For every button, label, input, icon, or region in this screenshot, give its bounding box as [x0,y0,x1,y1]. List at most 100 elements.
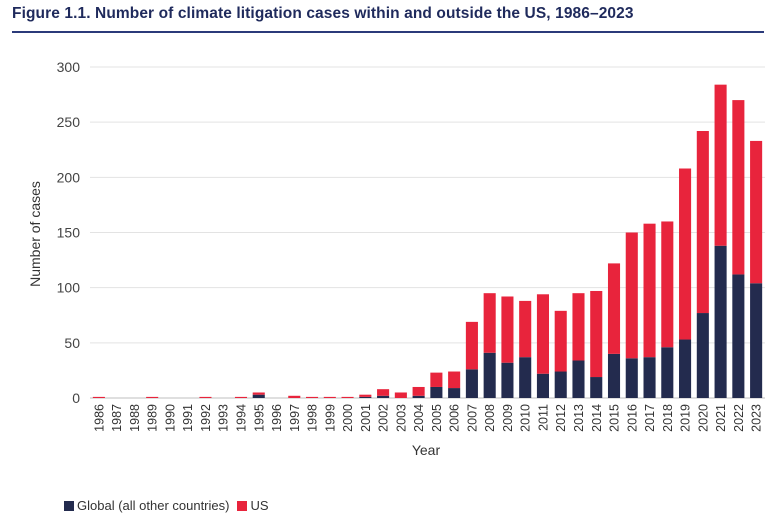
x-tick-label: 1986 [92,404,106,432]
x-tick-label: 1991 [181,404,195,432]
bar-global-2009 [501,362,514,398]
bar-global-2019 [679,339,692,398]
x-tick-label: 2015 [608,404,622,432]
bar-global-2014 [590,377,603,398]
bar-global-2010 [519,357,532,398]
x-tick-label: 2021 [714,404,728,432]
x-tick-label: 1995 [252,404,266,432]
x-tick-label: 2008 [483,404,497,432]
x-tick-label: 2007 [465,404,479,432]
bar-us-2008 [483,293,496,353]
x-tick-label: 1992 [199,404,213,432]
bar-us-2010 [519,300,532,358]
chart-title: Figure 1.1. Number of climate litigation… [12,5,634,22]
bars [92,84,763,398]
x-tick-label: 1988 [128,404,142,432]
bar-us-2013 [572,293,585,361]
bar-us-2020 [696,130,709,314]
x-tick-label: 1997 [288,404,302,432]
bar-us-1997 [288,395,301,398]
bar-us-2019 [679,168,692,340]
x-axis-ticks: 1986 1987 1988 1989 1990 1991 1992 1993 1994 1995… [92,404,763,432]
bar-us-1999 [323,396,336,398]
x-tick-label: 2013 [572,404,586,432]
x-tick-label: 2023 [750,404,764,432]
y-tick-label: 250 [57,114,81,130]
bar-global-2023 [750,283,763,398]
x-tick-label: 1990 [163,404,177,432]
x-tick-label: 2014 [590,404,604,432]
y-tick-label: 300 [57,59,81,75]
bar-us-2015 [607,263,621,354]
y-axis-label: Number of cases [27,181,43,287]
bar-us-1989 [146,396,159,398]
bar-us-2004 [412,386,425,396]
x-tick-label: 2011 [536,404,550,431]
legend-item-global: Global (all other countries) [64,498,229,513]
legend-swatch-global [64,500,74,511]
bar-us-2022 [732,100,745,275]
bar-global-2005 [430,386,443,398]
y-tick-label: 100 [57,280,81,296]
x-tick-label: 2000 [341,404,355,432]
bar-global-2016 [625,358,638,398]
bar-us-2021 [714,84,727,246]
bar-global-2020 [696,313,709,398]
bar-global-2002 [377,395,390,398]
title-divider [12,31,764,33]
bar-us-2001 [359,394,372,397]
x-tick-label: 2002 [377,404,391,432]
y-tick-label: 200 [57,169,81,185]
x-tick-label: 2009 [501,404,515,432]
x-tick-label: 2010 [519,404,533,432]
legend-item-us: US [237,498,269,513]
bar-global-2022 [732,274,745,398]
bar-us-1998 [306,396,319,398]
legend-label-global: Global (all other countries) [77,498,230,513]
x-tick-label: 2006 [448,404,462,432]
bar-us-2009 [501,296,514,363]
x-tick-label: 2019 [679,404,693,432]
bar-us-2003 [394,392,407,398]
x-tick-label: 2004 [412,404,426,432]
x-tick-label: 2001 [359,404,373,432]
bar-global-2013 [572,360,585,398]
x-tick-label: 2017 [643,404,657,432]
bar-global-2006 [448,388,461,398]
x-tick-label: 2016 [625,404,639,432]
x-tick-label: 1993 [217,404,231,432]
bar-us-1992 [199,396,212,398]
bar-us-1995 [252,392,265,395]
x-tick-label: 1998 [306,404,320,432]
bar-global-2004 [412,395,425,398]
x-tick-label: 1994 [234,404,248,432]
x-tick-label: 2018 [661,404,675,432]
bar-us-2023 [750,140,763,284]
bar-us-2012 [554,310,567,372]
bar-global-2015 [607,353,621,398]
bar-global-2007 [465,369,478,398]
x-tick-label: 1996 [270,404,284,432]
y-tick-label: 150 [57,225,81,241]
bar-global-1995 [252,394,265,398]
bar-global-2001 [359,396,372,398]
bar-global-2012 [554,371,567,398]
legend-swatch-us [237,500,248,511]
bar-global-2017 [643,357,656,398]
x-tick-label: 1987 [110,404,124,432]
bar-us-2011 [536,294,549,374]
y-axis-ticks: 0 50 100 150 200 250 300 [57,59,81,406]
bar-us-2007 [465,321,478,370]
x-tick-label: 2012 [554,404,568,432]
bar-us-2014 [590,290,603,378]
bar-global-2008 [483,352,496,398]
bar-global-2018 [661,347,674,398]
bar-us-1994 [234,396,248,398]
bar-us-2002 [377,389,390,396]
bar-us-2000 [341,396,354,398]
y-tick-label: 0 [72,390,80,406]
bar-us-2016 [625,232,638,359]
x-tick-label: 1999 [323,404,337,432]
bar-us-2017 [643,223,656,358]
